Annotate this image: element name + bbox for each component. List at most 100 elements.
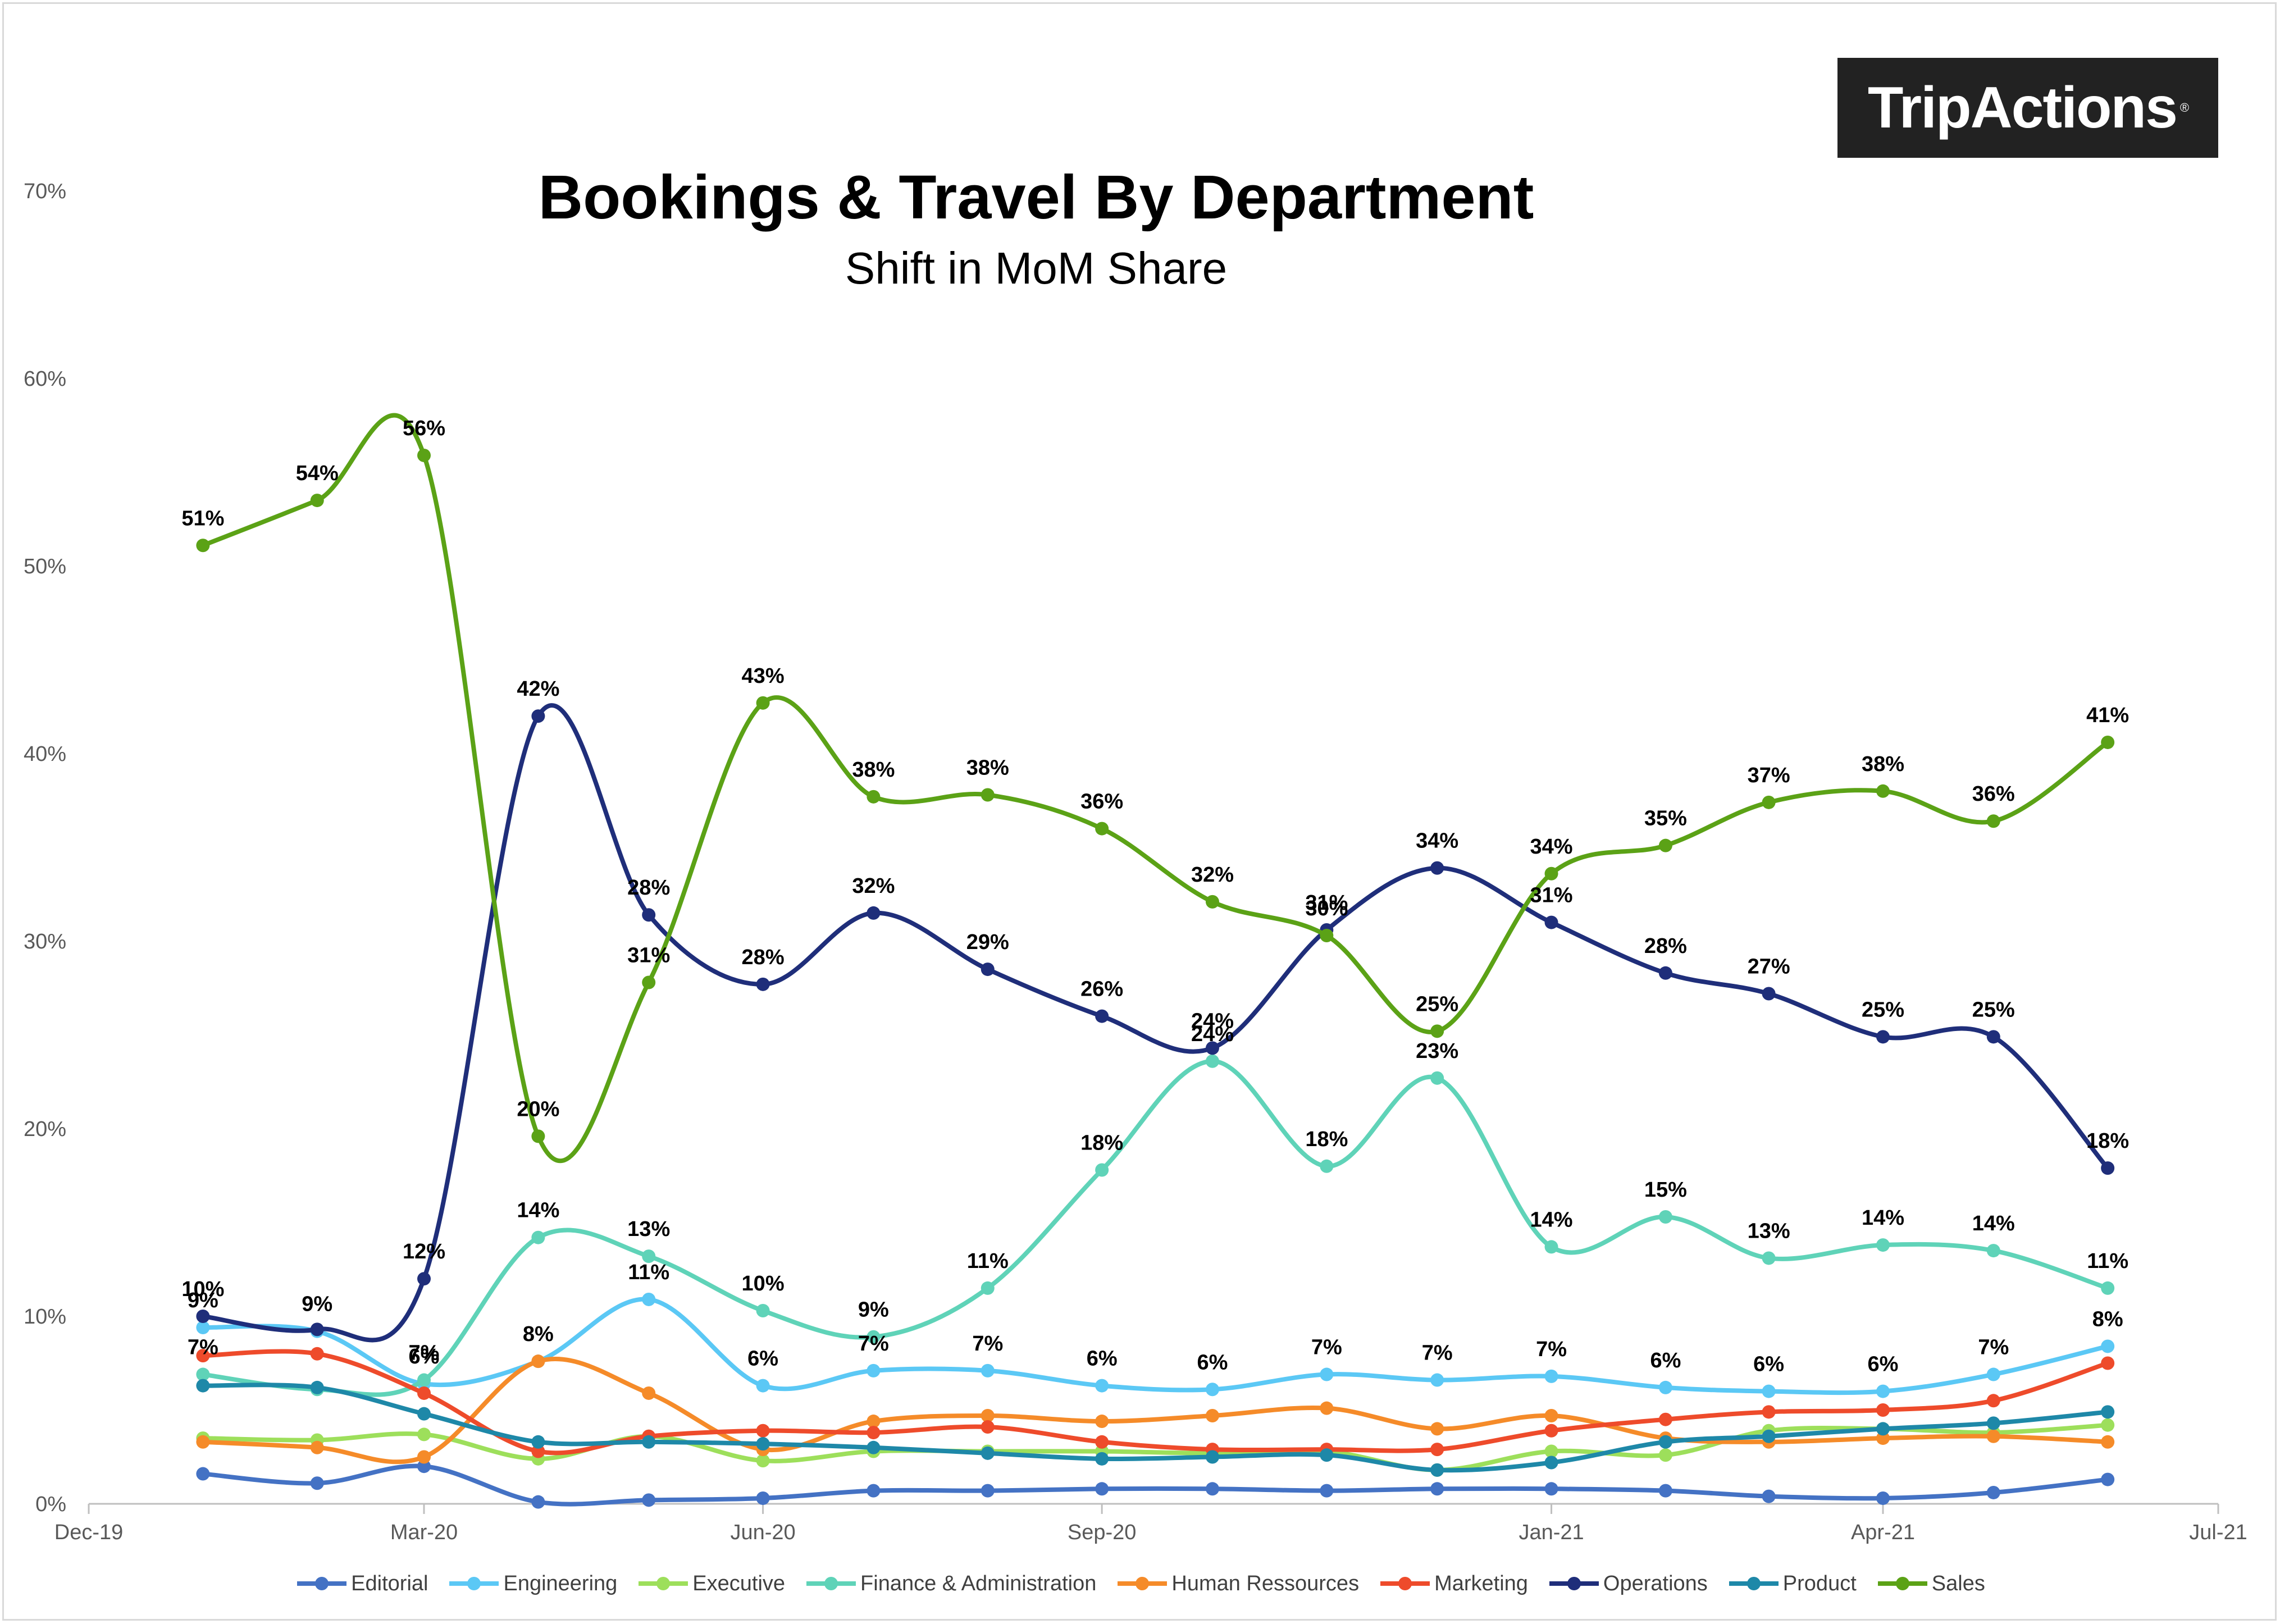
- data-label-finance-administration: 24%: [1191, 1023, 1234, 1046]
- data-label-engineering: 9%: [302, 1293, 332, 1316]
- data-point-editorial: [531, 1495, 545, 1509]
- legend-swatch-operations: [1549, 1577, 1599, 1590]
- data-point-operations: [981, 962, 995, 977]
- data-point-product: [1986, 1416, 2000, 1430]
- data-label-sales: 43%: [742, 664, 785, 688]
- data-point-sales: [981, 788, 995, 802]
- data-point-operations: [1986, 1030, 2000, 1044]
- data-label-engineering: 9%: [188, 1289, 218, 1312]
- data-point-product: [1658, 1435, 1672, 1449]
- data-point-product: [756, 1437, 770, 1451]
- data-point-engineering: [2101, 1339, 2115, 1353]
- series-product: [196, 1379, 2115, 1477]
- legend-item-operations: Operations: [1547, 1572, 1708, 1596]
- data-point-sales: [1658, 838, 1672, 852]
- data-label-sales: 34%: [1530, 835, 1573, 859]
- data-point-operations: [756, 977, 770, 991]
- data-label-sales: 25%: [1416, 992, 1458, 1016]
- data-point-human-ressources: [1205, 1409, 1219, 1423]
- data-point-editorial: [1658, 1484, 1672, 1498]
- series-finance-administration: [196, 1054, 2115, 1397]
- legend-item-human-ressources: Human Ressources: [1115, 1572, 1359, 1596]
- data-label-finance-administration: 23%: [1416, 1039, 1458, 1063]
- legend-label-engineering: Engineering: [503, 1571, 618, 1595]
- data-point-editorial: [1095, 1482, 1109, 1496]
- x-axis: Dec-19 Mar-20 Jun-20 Sep-20 Jan-21 Apr-21 Jul-…: [54, 1503, 2247, 1544]
- data-point-sales: [867, 790, 881, 804]
- data-point-editorial: [417, 1459, 431, 1474]
- data-point-product: [981, 1446, 995, 1460]
- data-point-operations: [417, 1272, 431, 1286]
- legend-swatch-product: [1729, 1577, 1779, 1590]
- data-point-sales: [642, 975, 656, 989]
- data-point-human-ressources: [1544, 1409, 1558, 1423]
- data-label-operations: 26%: [1080, 978, 1123, 1001]
- data-point-finance-administration: [2101, 1281, 2115, 1295]
- data-point-sales: [756, 696, 770, 710]
- y-tick-label: 50%: [24, 555, 66, 578]
- x-tick-label: Dec-19: [54, 1521, 124, 1544]
- data-point-human-ressources: [1430, 1422, 1444, 1436]
- legend-label-marketing: Marketing: [1434, 1571, 1528, 1595]
- data-point-editorial: [981, 1484, 995, 1498]
- data-point-operations: [1762, 987, 1776, 1001]
- data-point-product: [196, 1379, 210, 1393]
- data-label-engineering: 6%: [409, 1345, 440, 1368]
- data-point-operations: [531, 709, 545, 723]
- series-line-editorial: [203, 1463, 2108, 1507]
- data-point-sales: [1544, 866, 1558, 881]
- data-point-sales: [1095, 822, 1109, 836]
- data-point-product: [2101, 1405, 2115, 1419]
- data-label-sales: 56%: [403, 417, 445, 440]
- data-point-marketing: [756, 1424, 770, 1438]
- data-point-engineering: [1320, 1367, 1334, 1381]
- data-label-operations: 10%: [181, 1278, 224, 1301]
- data-point-marketing: [1544, 1424, 1558, 1438]
- data-point-product: [642, 1435, 656, 1449]
- data-label-operations: 18%: [2086, 1129, 2129, 1153]
- data-label-finance-administration: 13%: [1748, 1219, 1790, 1243]
- series-lines: [196, 413, 2115, 1509]
- data-point-marketing: [1095, 1435, 1109, 1449]
- series-operations: [196, 703, 2115, 1343]
- legend-swatch-editorial: [297, 1577, 347, 1590]
- data-label-engineering: 7%: [972, 1332, 1003, 1356]
- y-tick-label: 40%: [24, 742, 66, 766]
- legend-swatch-marketing: [1380, 1577, 1430, 1590]
- legend-swatch-engineering: [449, 1577, 499, 1590]
- data-point-human-ressources: [642, 1386, 656, 1400]
- data-label-operations: 31%: [1305, 891, 1348, 915]
- series-line-engineering: [203, 1297, 2109, 1395]
- data-point-marketing: [417, 1386, 431, 1400]
- legend-item-engineering: Engineering: [447, 1572, 617, 1596]
- data-point-marketing: [1430, 1443, 1444, 1457]
- data-point-finance-administration: [1658, 1210, 1672, 1224]
- data-point-human-ressources: [1320, 1401, 1334, 1415]
- series-sales: [196, 413, 2115, 1164]
- data-point-marketing: [1986, 1394, 2000, 1408]
- series-human-ressources: [196, 1354, 2115, 1465]
- data-label-engineering: 6%: [747, 1347, 778, 1371]
- legend-item-editorial: Editorial: [295, 1572, 428, 1596]
- data-label-engineering: 6%: [1197, 1351, 1228, 1374]
- data-label-finance-administration: 7%: [188, 1336, 218, 1360]
- legend-label-finance-administration: Finance & Administration: [860, 1571, 1097, 1595]
- data-label-engineering: 7%: [1422, 1342, 1453, 1365]
- data-point-engineering: [1986, 1367, 2000, 1381]
- legend-swatch-finance-administration: [806, 1577, 856, 1590]
- data-label-sales: 36%: [1972, 782, 2015, 806]
- data-point-finance-administration: [756, 1303, 770, 1317]
- data-point-product: [1320, 1448, 1334, 1462]
- data-point-sales: [1986, 814, 2000, 828]
- data-point-finance-administration: [1544, 1240, 1558, 1254]
- data-label-finance-administration: 10%: [742, 1272, 785, 1295]
- data-point-product: [1544, 1456, 1558, 1470]
- data-label-sales: 38%: [1862, 752, 1904, 776]
- data-label-operations: 28%: [1644, 934, 1687, 958]
- y-axis-tick-labels: 0% 10% 20% 30% 40% 50% 60% 70%: [24, 180, 66, 1516]
- data-point-editorial: [1986, 1485, 2000, 1499]
- data-point-sales: [1430, 1024, 1444, 1038]
- data-point-operations: [1430, 861, 1444, 875]
